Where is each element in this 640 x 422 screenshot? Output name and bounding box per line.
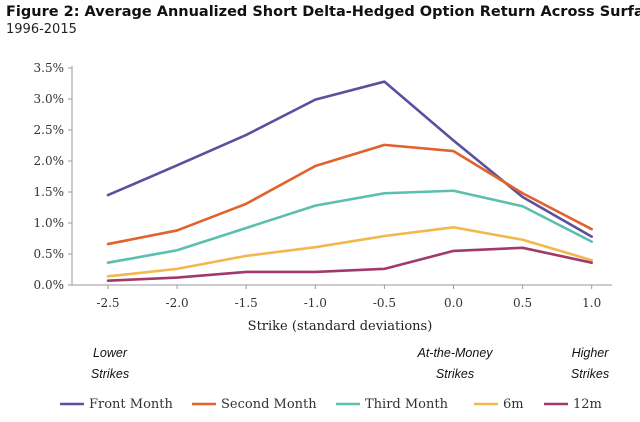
x-tick-label: 0.5 [513,296,532,310]
y-tick-label: 3.5% [34,61,65,75]
y-tick-label: 0.5% [34,247,65,261]
x-tick-label: -2.0 [166,296,189,310]
x-tick-label: 0.0 [444,296,463,310]
y-tick-label: 1.5% [34,185,65,199]
series-line-12m [106,246,594,282]
title-block: Figure 2: Average Annualized Short Delta… [6,3,640,38]
series-line-front-month [106,80,594,238]
legend-label: 12m [573,397,602,412]
series-line-6m [106,226,594,278]
chart-subtitle: 1996-2015 [6,22,77,37]
annotation-line2: Strikes [571,367,609,381]
x-tick-label: 1.0 [582,296,601,310]
legend-label: Third Month [365,397,449,412]
x-tick-label: -1.0 [304,296,327,310]
chart-title: Figure 2: Average Annualized Short Delta… [6,4,640,20]
y-tick-label: 2.5% [34,123,65,137]
axes: 0.0% 0.5% 1.0% 1.5% 2.0% 2.5% 3.0% 3.5% -2.5 -2.0… [34,61,612,334]
annotation-line2: Strikes [436,367,474,381]
y-tick-label: 2.0% [34,154,65,168]
x-axis-title: Strike (standard deviations) [248,319,433,334]
x-tick-label: -0.5 [373,296,396,310]
y-tick-label: 0.0% [34,278,65,292]
annotation-line1: Lower [93,346,128,360]
x-tick-label: -2.5 [96,296,119,310]
y-tick-label: 1.0% [34,216,65,230]
legend-label: Front Month [89,397,174,412]
x-tick-label: -1.5 [235,296,258,310]
annotation-line1: At-the-Money [416,346,493,360]
legend-label: 6m [503,397,524,412]
annotation-line2: Strikes [91,367,129,381]
series-line-second-month [106,143,594,246]
annotations: Lower Strikes At-the-Money Strikes Higher Str… [91,346,609,381]
legend: Front Month Second Month Third Month 6m 12m [60,397,602,412]
series-line-third-month [106,189,594,264]
y-tick-label: 3.0% [34,92,65,106]
legend-label: Second Month [221,397,317,412]
series-lines [106,80,594,282]
annotation-line1: Higher [572,346,610,360]
